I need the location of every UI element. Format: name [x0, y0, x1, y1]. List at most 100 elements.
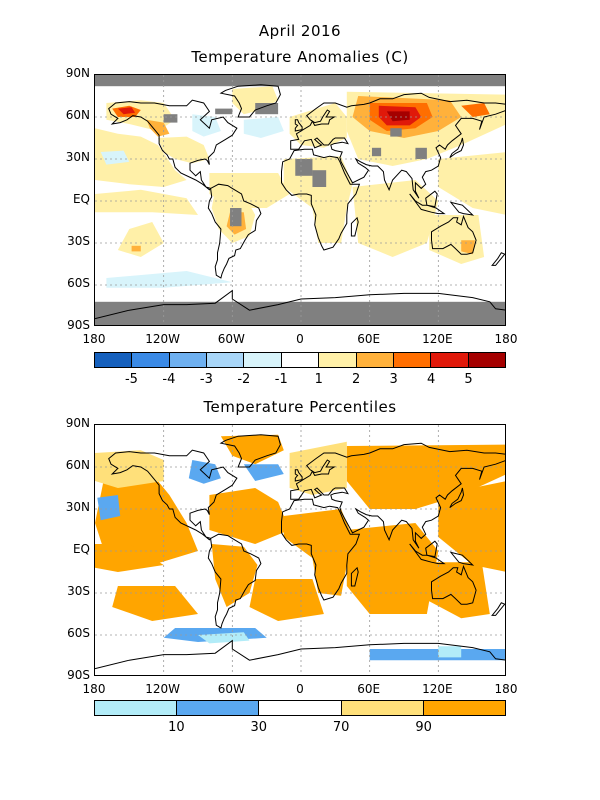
anomaly-missing-data-8: [371, 147, 382, 157]
anomaly-lon-label: 120E: [422, 332, 453, 346]
anomaly-coastline-south-america: [207, 183, 262, 279]
anomaly-colorbar-label: 4: [426, 372, 436, 387]
percentile-coastline-africa: [281, 498, 361, 601]
percentile-colorbar-swatch: [259, 701, 342, 715]
anomaly-missing-data-0: [95, 75, 505, 87]
percentile-lon-label: 60E: [357, 682, 381, 696]
percentile-coastline-eurasia: [290, 442, 505, 549]
percentile-region-antarctic-much-below: [438, 646, 462, 658]
anomaly-colorbar-swatch: [207, 353, 245, 367]
percentile-colorbar-swatch: [177, 701, 260, 715]
percentile-lon-label: 180: [82, 682, 106, 696]
anomaly-region-greenland-warm: [232, 86, 279, 115]
anomaly-coastline-britain: [294, 119, 303, 132]
percentile-colorbar: [94, 700, 506, 716]
anomaly-colorbar-label: -1: [274, 372, 288, 387]
percentile-region-eurasia-70-90: [289, 441, 347, 495]
percentile-coastline-new-guinea: [449, 551, 475, 566]
percentile-coastline-madagascar: [350, 566, 359, 587]
percentile-coastline-japan: [449, 487, 465, 509]
anomaly-missing-data-3: [215, 108, 233, 115]
bottom-map-title: Temperature Percentiles: [203, 398, 397, 416]
percentile-region-canada-below: [188, 460, 221, 484]
anomaly-colorbar-label: -3: [199, 372, 213, 387]
anomaly-colorbar-swatch: [95, 353, 133, 367]
anomaly-coastline-greenland: [219, 84, 281, 118]
percentile-coastline-borneo: [425, 540, 438, 558]
percentile-region-e-pacific-below: [97, 495, 121, 521]
anomaly-region-south-pacific-spot: [131, 245, 141, 252]
anomaly-region-w-canada-warm: [146, 119, 170, 137]
anomaly-lon-label: 180: [82, 332, 106, 346]
percentile-lat-label: 30N: [65, 500, 90, 514]
anomaly-colorbar-swatch: [281, 353, 320, 367]
percentile-coastline-scandinavia-sea: [311, 459, 336, 476]
percentile-region-greenland-above: [220, 434, 284, 465]
percentile-lat-label: 60S: [67, 626, 90, 640]
percentile-colorbar-swatch: [95, 701, 178, 715]
percentile-colorbar-label: 70: [332, 720, 350, 735]
percentile-lat-label: 30S: [67, 584, 90, 598]
anomaly-colorbar-swatch: [244, 353, 282, 367]
anomaly-missing-data-5: [295, 159, 313, 176]
percentile-region-n-atlantic-above: [209, 488, 290, 544]
anomaly-colorbar-swatch: [431, 353, 469, 367]
anomaly-colorbar-swatch: [356, 353, 394, 367]
percentile-region-s-atlantic-above: [249, 579, 324, 621]
anomaly-colorbar-label: -2: [237, 372, 251, 387]
percentile-region-pacific-below: [95, 450, 164, 488]
anomaly-region-europe-warm: [289, 103, 347, 148]
anomaly-coastline-africa: [281, 148, 361, 251]
percentile-colorbar-label: 30: [250, 720, 268, 735]
anomaly-region-n-pacific-warm: [95, 128, 187, 187]
percentile-colorbar-label: 90: [415, 720, 432, 735]
anomaly-region-e-siberia-hot: [461, 103, 490, 117]
anomaly-lat-label: 60S: [67, 276, 90, 290]
anomaly-region-africa-warm: [283, 156, 353, 243]
anomaly-colorbar-swatch: [319, 353, 357, 367]
anomaly-region-australia-hot: [461, 240, 475, 255]
percentile-region-s-pacific-above: [112, 586, 198, 621]
anomaly-lat-label: EQ: [72, 192, 90, 206]
anomaly-lat-label: 90N: [65, 66, 90, 80]
percentile-lon-label: 180: [494, 682, 518, 696]
percentile-coastline-new-zealand: [491, 602, 505, 616]
anomaly-map-svg: [95, 75, 505, 325]
percentile-colorbar-swatch: [341, 701, 424, 715]
anomaly-missing-data-7: [230, 208, 242, 227]
percentile-region-south-america-above: [211, 544, 258, 607]
percentile-lon-label: 120E: [422, 682, 453, 696]
percentile-lat-label: 90S: [67, 668, 90, 682]
anomaly-region-indian-ocean-warm: [352, 180, 439, 257]
percentile-coastline-australia: [431, 564, 477, 605]
percentile-lat-label: EQ: [72, 542, 90, 556]
percentile-lon-label: 0: [296, 682, 304, 696]
anomaly-lon-label: 60W: [217, 332, 245, 346]
anomaly-coastline-north-america: [108, 99, 238, 191]
anomaly-colorbar-label: 3: [389, 372, 398, 387]
percentile-coastline-greenland: [219, 434, 281, 468]
anomaly-missing-data-2: [163, 114, 178, 123]
anomaly-region-s-ocean-cool: [106, 271, 233, 288]
percentile-coastline-south-america: [207, 533, 262, 629]
anomaly-region-w-pacific-warm: [438, 152, 505, 215]
anomaly-colorbar-label: 1: [314, 372, 323, 387]
anomaly-missing-data-9: [390, 128, 402, 137]
percentile-lat-label: 90N: [65, 416, 90, 430]
anomaly-lon-label: 0: [296, 332, 304, 346]
percentile-map-svg: [95, 425, 505, 675]
anomaly-lat-label: 30S: [67, 234, 90, 248]
anomaly-colorbar-label: -4: [162, 372, 176, 387]
anomaly-colorbar: [94, 352, 506, 368]
anomaly-missing-data-4: [255, 103, 279, 115]
anomaly-map: [94, 74, 506, 326]
anomaly-colorbar-label: 2: [352, 372, 361, 387]
anomaly-colorbar-label: -5: [124, 372, 138, 387]
anomaly-region-trop-pacific-warm: [95, 189, 198, 215]
percentile-lat-label: 60N: [65, 458, 90, 472]
percentile-coastline-north-america: [108, 449, 238, 541]
anomaly-colorbar-swatch: [468, 353, 505, 367]
percentile-region-antarctic-below: [369, 649, 505, 661]
anomaly-region-central-asia-max: [386, 111, 410, 122]
anomaly-lon-label: 60E: [357, 332, 381, 346]
